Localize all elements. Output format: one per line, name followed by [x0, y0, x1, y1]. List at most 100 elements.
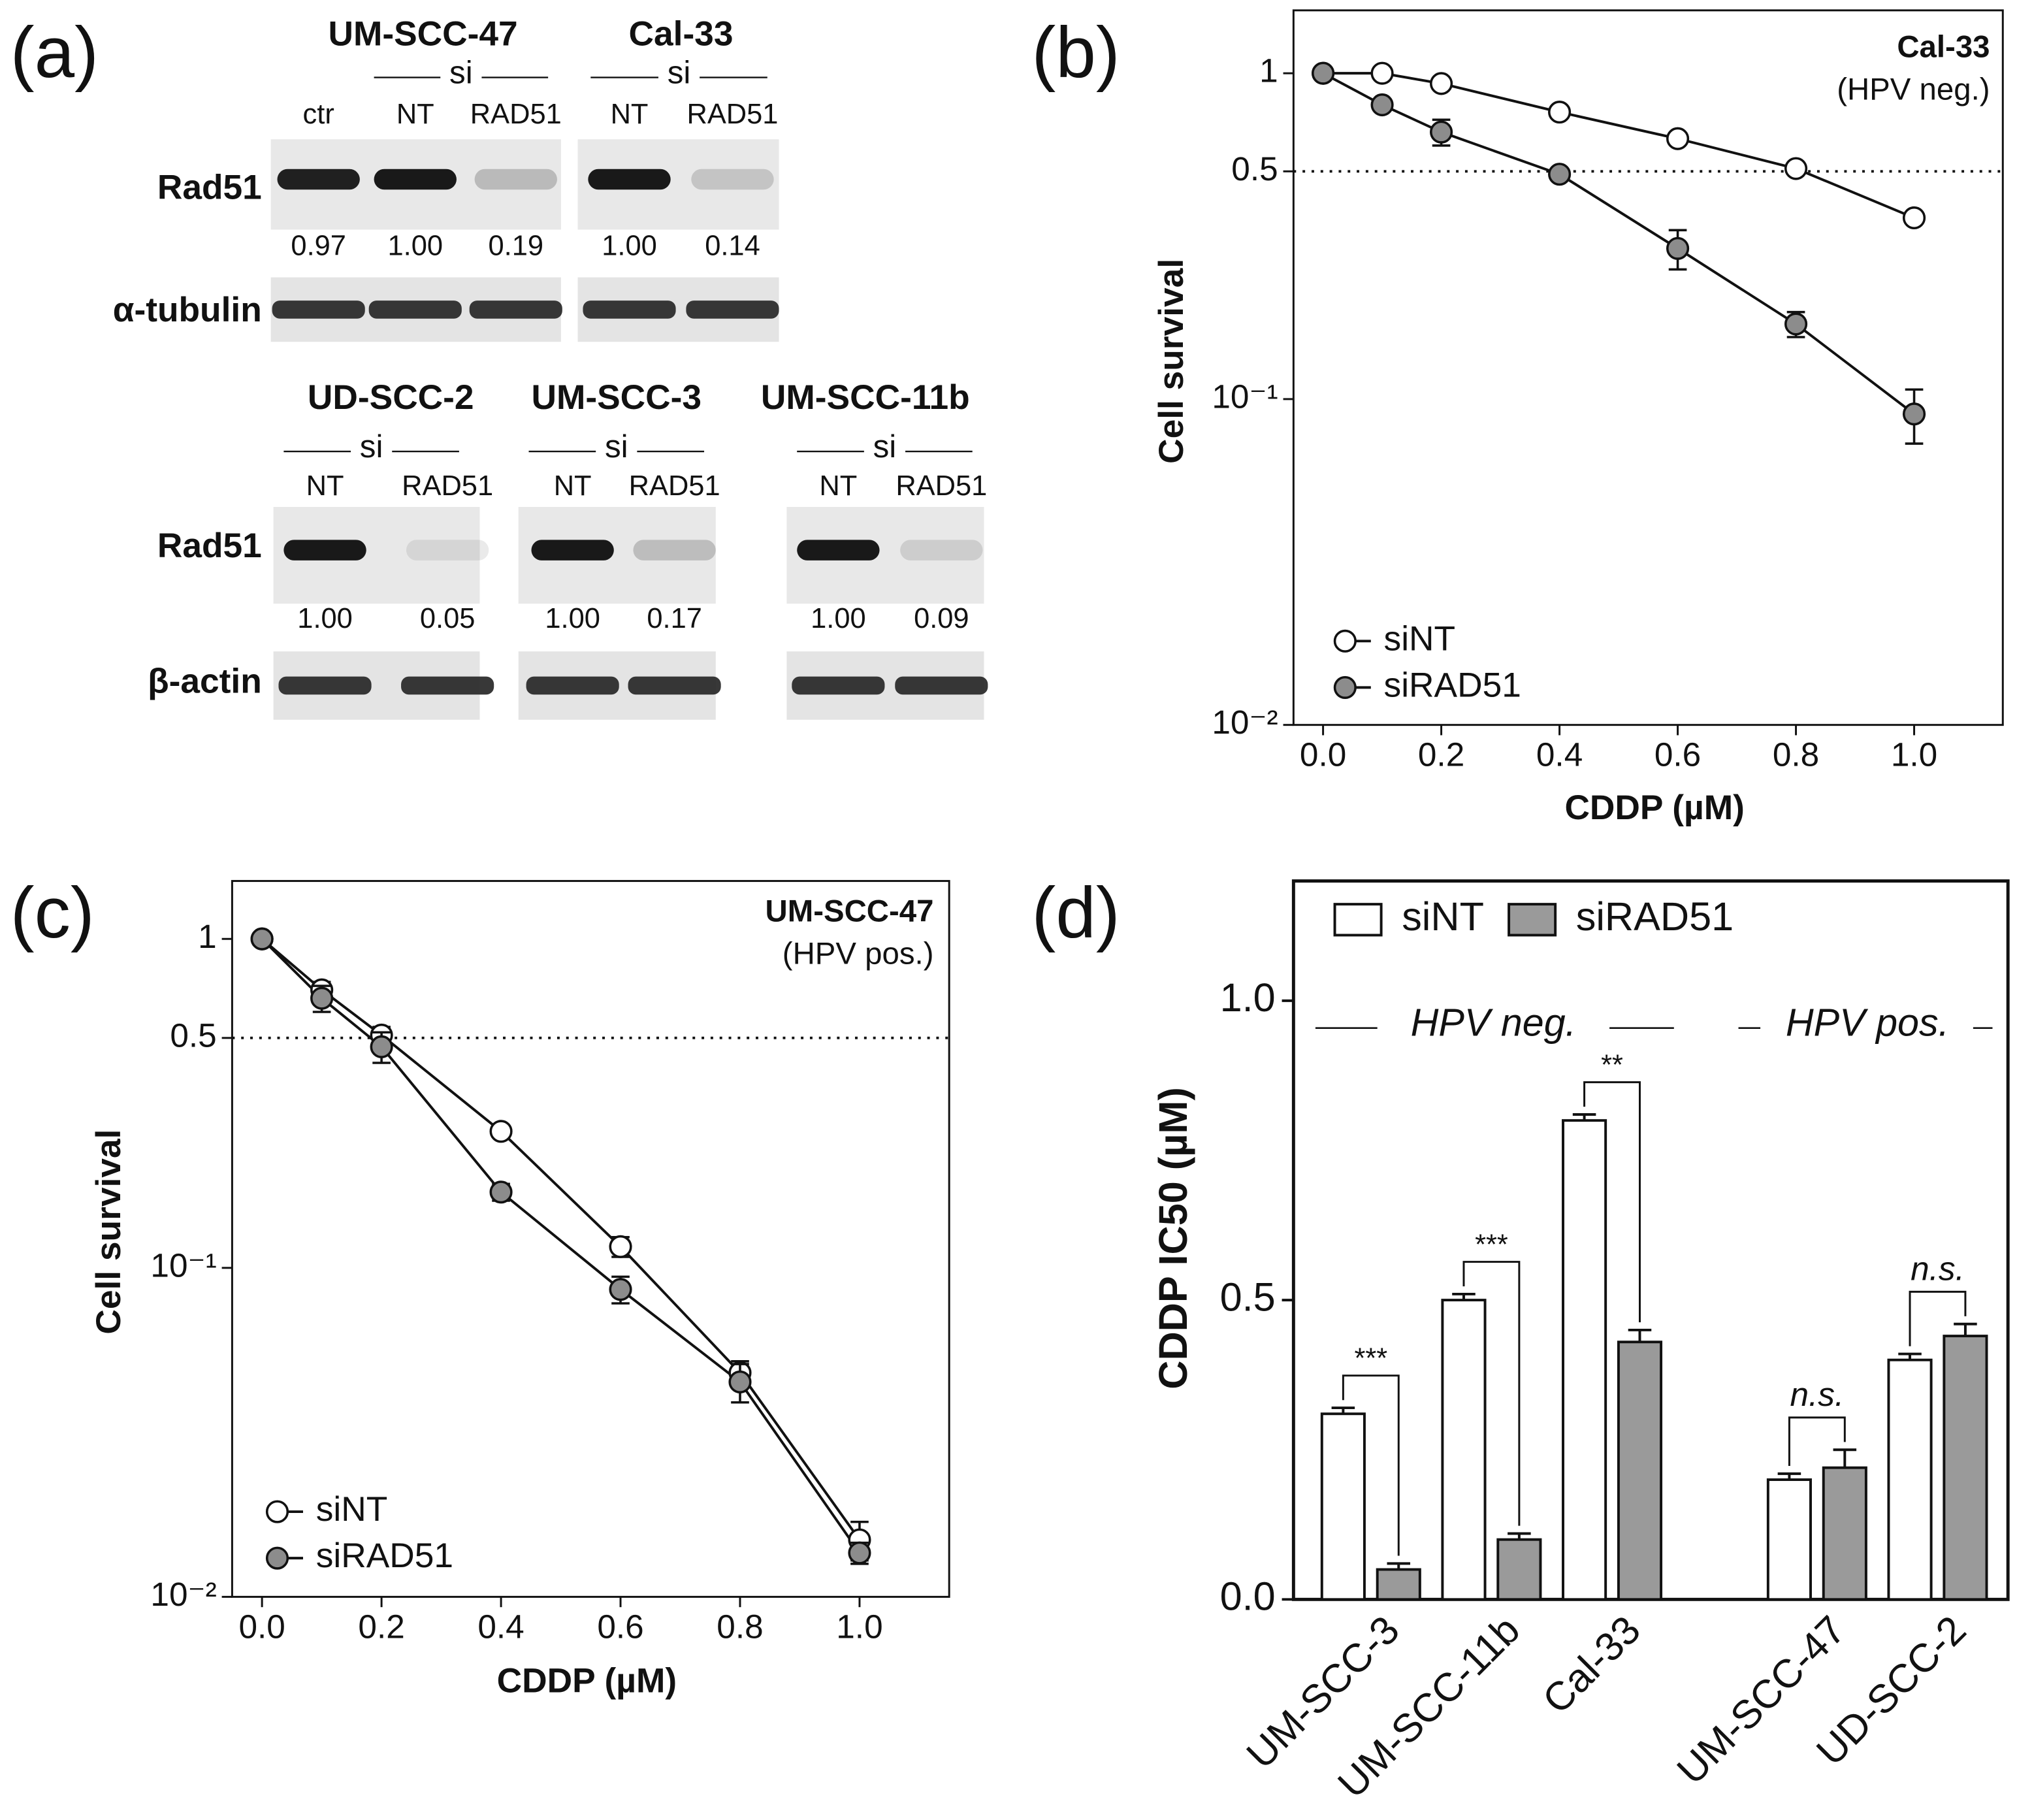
x-tick-label: 0.2 [358, 1608, 404, 1645]
band [531, 540, 614, 561]
data-point [1666, 236, 1690, 260]
lane-label: NT [306, 470, 344, 502]
band [633, 540, 716, 561]
significance-label: ** [1601, 1049, 1623, 1081]
lane-label: NT [819, 470, 857, 502]
control-band [583, 301, 676, 319]
row-label: β-actin [148, 662, 262, 701]
cell-line: UD-SCC-2 [308, 378, 474, 417]
y-tick-label: 0.5 [170, 1016, 216, 1054]
x-tick-label: 0.8 [1773, 736, 1819, 773]
error-bar [1331, 1406, 1355, 1414]
band [691, 169, 774, 190]
panel-label: (d) [1032, 873, 1120, 953]
quantification: 0.09 [914, 603, 969, 634]
data-point [728, 1370, 752, 1394]
error-bar [1954, 1322, 1977, 1337]
data-point [1548, 163, 1572, 186]
bar [1320, 1412, 1366, 1601]
legend-marker [1333, 675, 1357, 699]
row-label: Rad51 [157, 527, 262, 565]
bar [1496, 1538, 1542, 1601]
series-line [261, 937, 861, 1554]
significance-bracket [1342, 1374, 1400, 1556]
data-point [848, 1541, 871, 1565]
error-bar [1833, 1448, 1857, 1468]
control-band [278, 676, 372, 695]
error-bar [1572, 1113, 1596, 1121]
control-band [628, 676, 721, 695]
bar [1766, 1478, 1812, 1601]
y-tick-label: 1 [198, 918, 217, 955]
cell-line: Cal-33 [629, 14, 734, 53]
error-bar [1628, 1328, 1652, 1342]
error-bar [1777, 1472, 1801, 1480]
error-bar [1898, 1352, 1922, 1360]
y-tick-label: 10⁻² [1212, 704, 1278, 741]
data-point [250, 927, 274, 951]
y-axis-label: Cell survival [1152, 259, 1191, 464]
error-bar [1452, 1292, 1476, 1301]
plot-frame [1292, 9, 2004, 726]
significance-label: *** [1475, 1229, 1508, 1260]
control-band [526, 676, 619, 695]
data-point [489, 1120, 513, 1143]
lane-label: NT [554, 470, 592, 502]
y-tick-label: 10⁻¹ [1212, 378, 1278, 415]
y-tick-label: 0.5 [1231, 150, 1278, 187]
cell-line: UM-SCC-3 [531, 378, 702, 417]
lane-label: NT [611, 99, 649, 130]
x-tick-label: 0.6 [1654, 736, 1701, 773]
data-point [609, 1278, 632, 1301]
significance-bracket [1583, 1081, 1641, 1323]
x-tick-label: 1.0 [836, 1608, 882, 1645]
legend-marker [265, 1500, 289, 1523]
x-tick-label: UM-SCC-47 [1668, 1607, 1854, 1793]
quantification: 1.00 [297, 603, 353, 634]
row-label: Rad51 [157, 168, 262, 206]
bar [1562, 1119, 1607, 1601]
control-band [686, 301, 779, 319]
data-point [1430, 120, 1453, 144]
significance-bracket [1788, 1416, 1846, 1467]
legend-swatch [1333, 903, 1383, 937]
x-tick-label: 1.0 [1891, 736, 1937, 773]
quantification: 0.14 [705, 231, 760, 262]
control-band [792, 676, 885, 695]
x-axis-label: CDDP (µM) [497, 1662, 677, 1700]
band [797, 540, 880, 561]
data-point [1784, 312, 1808, 336]
x-tick-label: 0.4 [477, 1608, 524, 1645]
plot-frame [231, 880, 950, 1598]
data-point [310, 986, 334, 1010]
lane-label: RAD51 [470, 99, 562, 130]
control-band [401, 676, 494, 695]
legend-label: siRAD51 [1384, 666, 1521, 704]
y-tick-label: 10⁻¹ [150, 1246, 216, 1284]
cell-line: UM-SCC-11b [761, 378, 970, 417]
lane-label: RAD51 [686, 99, 778, 130]
y-tick-label: 0.5 [1220, 1275, 1276, 1319]
si-label: si [360, 429, 383, 464]
control-band [368, 301, 462, 319]
quantification: 0.97 [291, 231, 346, 262]
chart-title: Cal-33 [1897, 30, 1990, 65]
si-label: si [668, 55, 691, 91]
data-point [1370, 93, 1394, 117]
y-tick-label: 1.0 [1220, 975, 1276, 1020]
error-bar [1387, 1562, 1411, 1570]
y-tick-label: 10⁻² [150, 1576, 216, 1613]
data-point [1370, 61, 1394, 85]
legend-label: siNT [1402, 894, 1484, 939]
lane-label: NT [396, 99, 434, 130]
control-band [895, 676, 988, 695]
lane-label: RAD51 [896, 470, 987, 502]
legend-swatch [1508, 903, 1557, 937]
band [374, 169, 457, 190]
bar [1822, 1466, 1867, 1601]
data-point [1666, 127, 1690, 150]
quantification: 1.00 [811, 603, 866, 634]
panel-label: (b) [1032, 12, 1120, 93]
legend-label: siRAD51 [1576, 894, 1734, 939]
